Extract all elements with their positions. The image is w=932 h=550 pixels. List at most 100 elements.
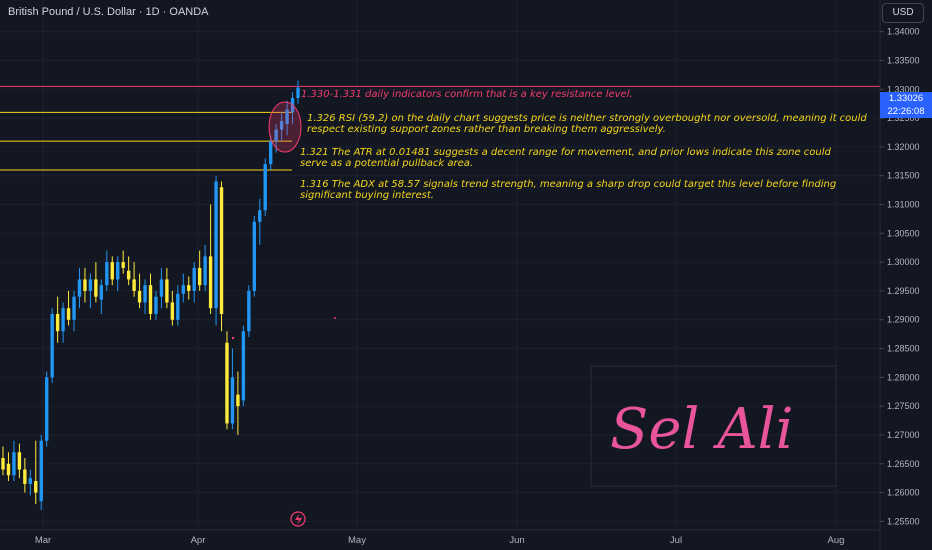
note-rsi: 1.326 RSI (59.2) on the daily chart sugg… [307, 113, 867, 135]
y-tick-label: 1.29000 [887, 315, 920, 325]
candle-body [12, 452, 16, 476]
note-adx: 1.316 The ADX at 58.57 signals trend str… [300, 179, 837, 201]
marker-dot-2 [334, 317, 336, 319]
candle-body [34, 481, 38, 493]
price-axis: 1.34000 1.33500 1.33000 1.32500 1.32000 1.315… [879, 0, 932, 550]
candle-body [83, 279, 87, 291]
candle-body [247, 290, 251, 332]
flash-icon [290, 511, 306, 527]
candle-body [279, 120, 284, 130]
candle-body [154, 296, 158, 314]
currency-button[interactable]: USD [882, 3, 924, 23]
candle-body [99, 285, 104, 300]
candle-body [208, 256, 213, 309]
candle-body [143, 285, 147, 303]
candle-body [132, 279, 136, 291]
y-tick-label: 1.28500 [887, 344, 920, 354]
candle-body [176, 293, 180, 320]
candle-body [241, 331, 246, 401]
note-resistance: 1.330-1.331 daily indicators confirm tha… [301, 89, 633, 100]
current-price: 1.33026 [888, 93, 924, 104]
candle-body [121, 262, 125, 268]
candle-body [88, 279, 93, 291]
y-tick-label: 1.26000 [887, 488, 920, 498]
candle-body [274, 129, 278, 142]
watermark-signature: Sel Ali [610, 397, 793, 462]
current-price-tag: 1.33026 22:26:08 [880, 92, 932, 118]
watermark-box [590, 365, 837, 487]
candle-body [296, 87, 300, 98]
candles [1, 80, 300, 510]
y-tick-label: 1.31500 [887, 171, 920, 181]
time-axis: Mar Apr May Jun Jul Aug [0, 529, 880, 546]
y-tick-label: 1.31000 [887, 200, 920, 210]
horizontal-levels [0, 85, 880, 171]
note-atr: 1.321 The ATR at 0.01481 suggests a dece… [300, 147, 831, 169]
candle-body [66, 308, 71, 320]
candle-body [45, 377, 49, 441]
candle-body [28, 478, 33, 484]
chart-title: British Pound / U.S. Dollar · 1D · OANDA [8, 6, 209, 18]
grid [0, 0, 880, 530]
candle-body [187, 285, 191, 291]
candle-body [23, 469, 27, 484]
candle-body [61, 308, 65, 332]
flash-icon-bolt [295, 514, 302, 525]
candle-body [203, 256, 207, 286]
marker-dot [231, 336, 235, 340]
candle-body [50, 313, 54, 378]
y-tick-label: 1.26500 [887, 459, 920, 469]
candle-body [219, 187, 224, 314]
candle-body [17, 452, 22, 470]
candle-body [258, 210, 262, 222]
candle-body [214, 181, 218, 309]
x-tick-label: May [348, 535, 366, 546]
candle-body [110, 262, 114, 280]
y-tick-label: 1.32500 [887, 113, 920, 123]
candle-body [55, 313, 60, 332]
candle-body [181, 285, 185, 294]
x-tick-label: Jul [670, 535, 682, 546]
candle-body [165, 279, 169, 303]
y-tick-label: 1.33500 [887, 55, 920, 65]
candle-body [197, 267, 202, 286]
candle-body [94, 279, 98, 297]
highlight-circle [268, 101, 302, 153]
y-tick-label: 1.30000 [887, 257, 920, 267]
x-tick-label: Apr [191, 535, 206, 546]
candle-body [116, 262, 120, 280]
x-tick-label: Aug [828, 535, 845, 546]
candle-body [148, 285, 153, 314]
candle-body [170, 302, 175, 320]
y-tick-label: 1.32000 [887, 142, 920, 152]
candle-body [263, 164, 267, 211]
y-tick-label: 1.27500 [887, 401, 920, 411]
y-tick-label: 1.33000 [887, 84, 920, 94]
price-axis-bg [880, 0, 932, 550]
candle-body [230, 377, 235, 424]
candle-body [105, 262, 109, 286]
candle-body [72, 296, 76, 320]
y-tick-label: 1.29500 [887, 286, 920, 296]
candle-body [126, 270, 131, 280]
candle-countdown: 22:26:08 [887, 106, 925, 117]
candle-body [77, 279, 82, 297]
candle-body [192, 267, 196, 291]
candle-body [6, 463, 11, 476]
y-tick-label: 1.28000 [887, 372, 920, 382]
x-tick-label: Mar [35, 535, 51, 546]
candle-body [285, 109, 289, 124]
candle-body [137, 290, 142, 303]
y-tick-label: 1.34000 [887, 27, 920, 37]
candle-body [236, 394, 240, 407]
candle-body [225, 342, 229, 424]
candle-body [159, 279, 164, 297]
x-tick-label: Jun [509, 535, 524, 546]
candle-body [1, 457, 5, 470]
candle-body [39, 440, 43, 502]
candle-body [268, 141, 273, 165]
candle-body [252, 221, 256, 291]
y-tick-label: 1.25500 [887, 516, 920, 526]
y-tick-label: 1.30500 [887, 228, 920, 238]
